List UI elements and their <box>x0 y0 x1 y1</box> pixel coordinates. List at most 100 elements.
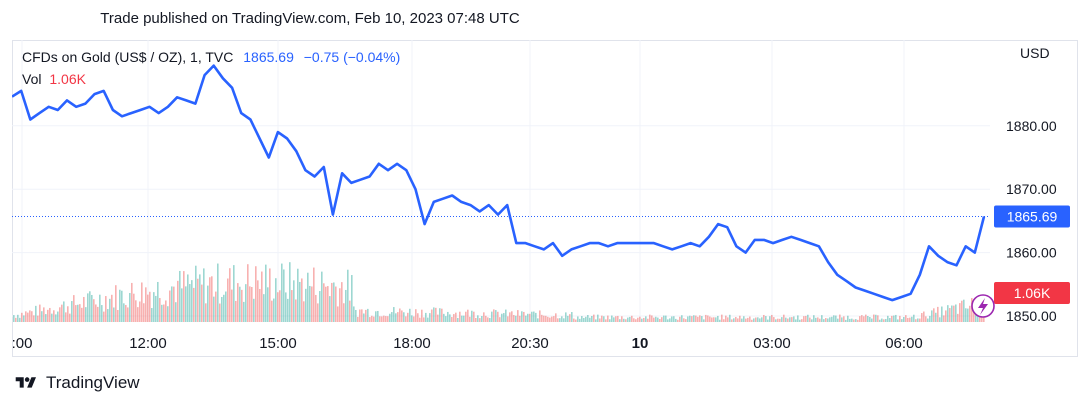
volume-bar <box>547 316 549 322</box>
volume-bar <box>619 319 621 322</box>
volume-bar <box>747 317 749 322</box>
volume-bar <box>185 286 187 322</box>
volume-bar <box>339 288 341 322</box>
volume-bar <box>751 319 753 322</box>
volume-bar <box>415 309 417 322</box>
volume-bar <box>753 318 755 322</box>
volume-bar <box>689 315 691 322</box>
volume-bar <box>559 318 561 322</box>
volume-bar <box>223 294 225 322</box>
volume-bar <box>113 307 115 322</box>
volume-bar <box>941 306 943 322</box>
volume-bar <box>15 317 17 322</box>
volume-bar <box>119 289 121 322</box>
volume-bar <box>491 311 493 322</box>
volume-bar <box>477 315 479 322</box>
volume-bar <box>581 316 583 322</box>
volume-bar <box>523 311 525 322</box>
volume-bar <box>867 316 869 322</box>
volume-bar <box>805 315 807 322</box>
volume-bar <box>179 270 181 322</box>
volume-bar <box>407 312 409 322</box>
price-chart[interactable]: 1850.00 1860.00 1870.00 1880.00 USD :00 12:0… <box>12 40 1078 357</box>
volume-row: Vol 1.06K <box>22 68 400 90</box>
volume-bar <box>679 316 681 322</box>
volume-bar <box>355 309 357 322</box>
volume-bar <box>793 316 795 322</box>
volume-bar <box>435 307 437 322</box>
volume-bar <box>915 319 917 322</box>
volume-bar <box>229 268 231 322</box>
volume-bar <box>261 271 263 322</box>
volume-bar <box>507 316 509 322</box>
volume-bar <box>531 311 533 322</box>
volume-bar <box>529 313 531 322</box>
volume-bar <box>357 316 359 322</box>
price-series-line <box>12 64 986 302</box>
volume-bar <box>315 294 317 322</box>
volume-label[interactable]: Vol <box>22 71 42 87</box>
volume-bar <box>877 315 879 322</box>
symbol-change: −0.75 (−0.04%) <box>303 49 401 65</box>
volume-bar <box>115 285 117 322</box>
volume-bar <box>719 319 721 322</box>
volume-bar <box>317 303 319 322</box>
volume-bar <box>939 317 941 322</box>
volume-bar <box>617 315 619 322</box>
volume-bar <box>773 317 775 322</box>
volume-bar <box>745 318 747 322</box>
volume-bar <box>193 287 195 322</box>
volume-bar <box>389 313 391 322</box>
volume-bar <box>615 316 617 322</box>
x-tick-label: 18:00 <box>393 335 431 352</box>
volume-bar <box>763 314 765 322</box>
x-tick-label: 15:00 <box>259 335 297 352</box>
volume-bar <box>371 315 373 322</box>
volume-bar <box>525 315 527 322</box>
volume-bar <box>819 318 821 322</box>
volume-bar <box>557 318 559 322</box>
volume-bar <box>199 274 201 322</box>
volume-bar <box>567 315 569 322</box>
volume-bar <box>441 308 443 322</box>
brand-footer[interactable]: TradingView <box>12 373 140 393</box>
volume-bar <box>395 313 397 322</box>
volume-bar <box>609 319 611 322</box>
volume-bar <box>327 286 329 322</box>
volume-bar <box>575 319 577 322</box>
volume-bar <box>85 307 87 322</box>
volume-bar <box>63 301 65 322</box>
volume-bar <box>625 319 627 322</box>
lightning-icon[interactable] <box>971 294 995 318</box>
volume-bar <box>503 313 505 322</box>
volume-bar <box>39 304 41 322</box>
volume-bar <box>343 303 345 322</box>
volume-bar <box>781 317 783 322</box>
volume-bar <box>899 315 901 322</box>
volume-bar <box>345 289 347 322</box>
volume-bar <box>765 316 767 322</box>
volume-bar <box>293 280 295 322</box>
volume-bar <box>107 309 109 322</box>
volume-bar <box>361 309 363 322</box>
volume-bar <box>297 268 299 322</box>
volume-bar <box>759 318 761 322</box>
volume-bar <box>853 319 855 322</box>
volume-bar <box>677 319 679 322</box>
volume-bar <box>499 317 501 322</box>
volume-bar <box>99 294 101 322</box>
volume-bar <box>93 299 95 322</box>
volume-bar <box>717 315 719 322</box>
volume-bar <box>163 304 165 322</box>
symbol-name[interactable]: CFDs on Gold (US$ / OZ), 1, TVC <box>22 49 234 65</box>
volume-bar <box>767 319 769 322</box>
volume-bar <box>37 315 39 322</box>
currency-label: USD <box>1020 45 1050 61</box>
volume-bar <box>881 318 883 322</box>
volume-bar <box>955 304 957 322</box>
volume-bar <box>887 315 889 322</box>
volume-bar <box>323 283 325 322</box>
volume-bar <box>961 300 963 322</box>
volume-bar <box>337 306 339 322</box>
volume-bar <box>213 296 215 322</box>
